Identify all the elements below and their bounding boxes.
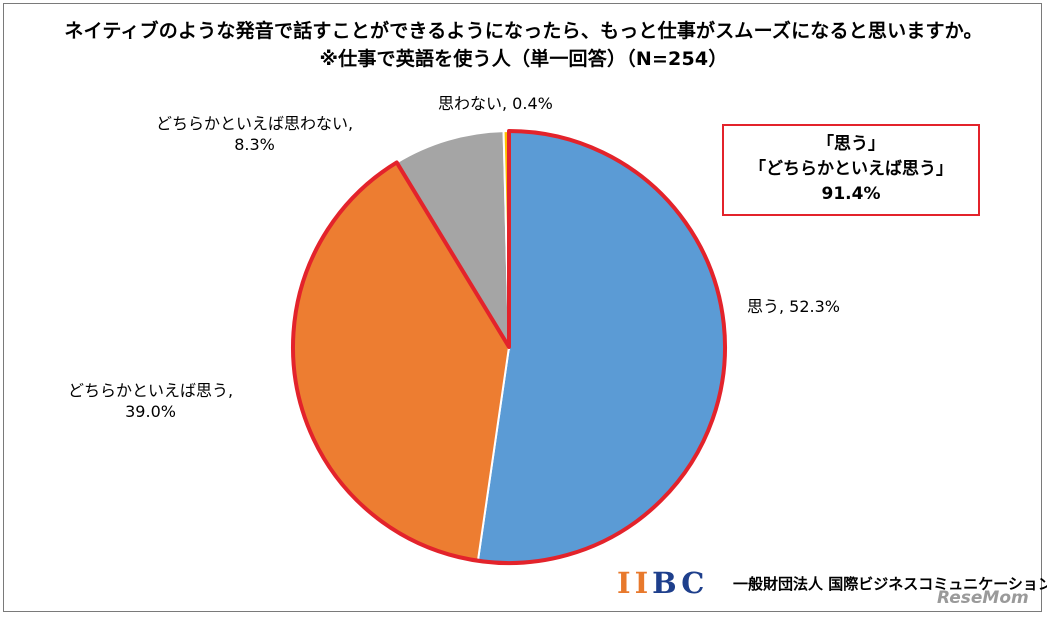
slice-label-dochiraka-omou: どちらかといえば思う, 39.0% xyxy=(68,380,233,422)
slice-label-dochiraka-omou-name: どちらかといえば思う, xyxy=(68,381,234,400)
pie-slice-dochiraka-omowanai xyxy=(395,130,511,351)
slice-label-dochiraka-omowanai: どちらかといえば思わない, 8.3% xyxy=(156,113,353,155)
chart-subtitle: ※仕事で英語を使う人（単一回答）（N=254） xyxy=(319,48,728,70)
slice-label-omowanai: 思わない, 0.4% xyxy=(438,94,553,113)
highlight-outline xyxy=(291,129,727,565)
chart-title: ネイティブのような発音で話すことができるようになったら、もっと仕事がスムーズにな… xyxy=(64,20,983,42)
slice-label-dochiraka-omowanai-value: 8.3% xyxy=(234,135,275,154)
summary-callout: 「思う」 「どちらかといえば思う」 91.4% xyxy=(722,124,980,216)
callout-line-1: 「思う」 xyxy=(817,134,885,154)
organization-name: 一般財団法人 国際ビジネスコミュニケーション協会 xyxy=(733,575,1047,593)
pie-slice-omou xyxy=(476,129,726,564)
iibc-logo: IIBC xyxy=(617,566,709,600)
slice-label-omou: 思う, 52.3% xyxy=(747,297,841,316)
slice-label-dochiraka-omou-value: 39.0% xyxy=(125,402,176,421)
callout-line-2: 「どちらかといえば思う」 xyxy=(749,159,953,179)
watermark: ReseMom xyxy=(937,588,1029,608)
slice-label-dochiraka-omowanai-name: どちらかといえば思わない, xyxy=(156,114,354,133)
callout-total: 91.4% xyxy=(821,184,881,204)
